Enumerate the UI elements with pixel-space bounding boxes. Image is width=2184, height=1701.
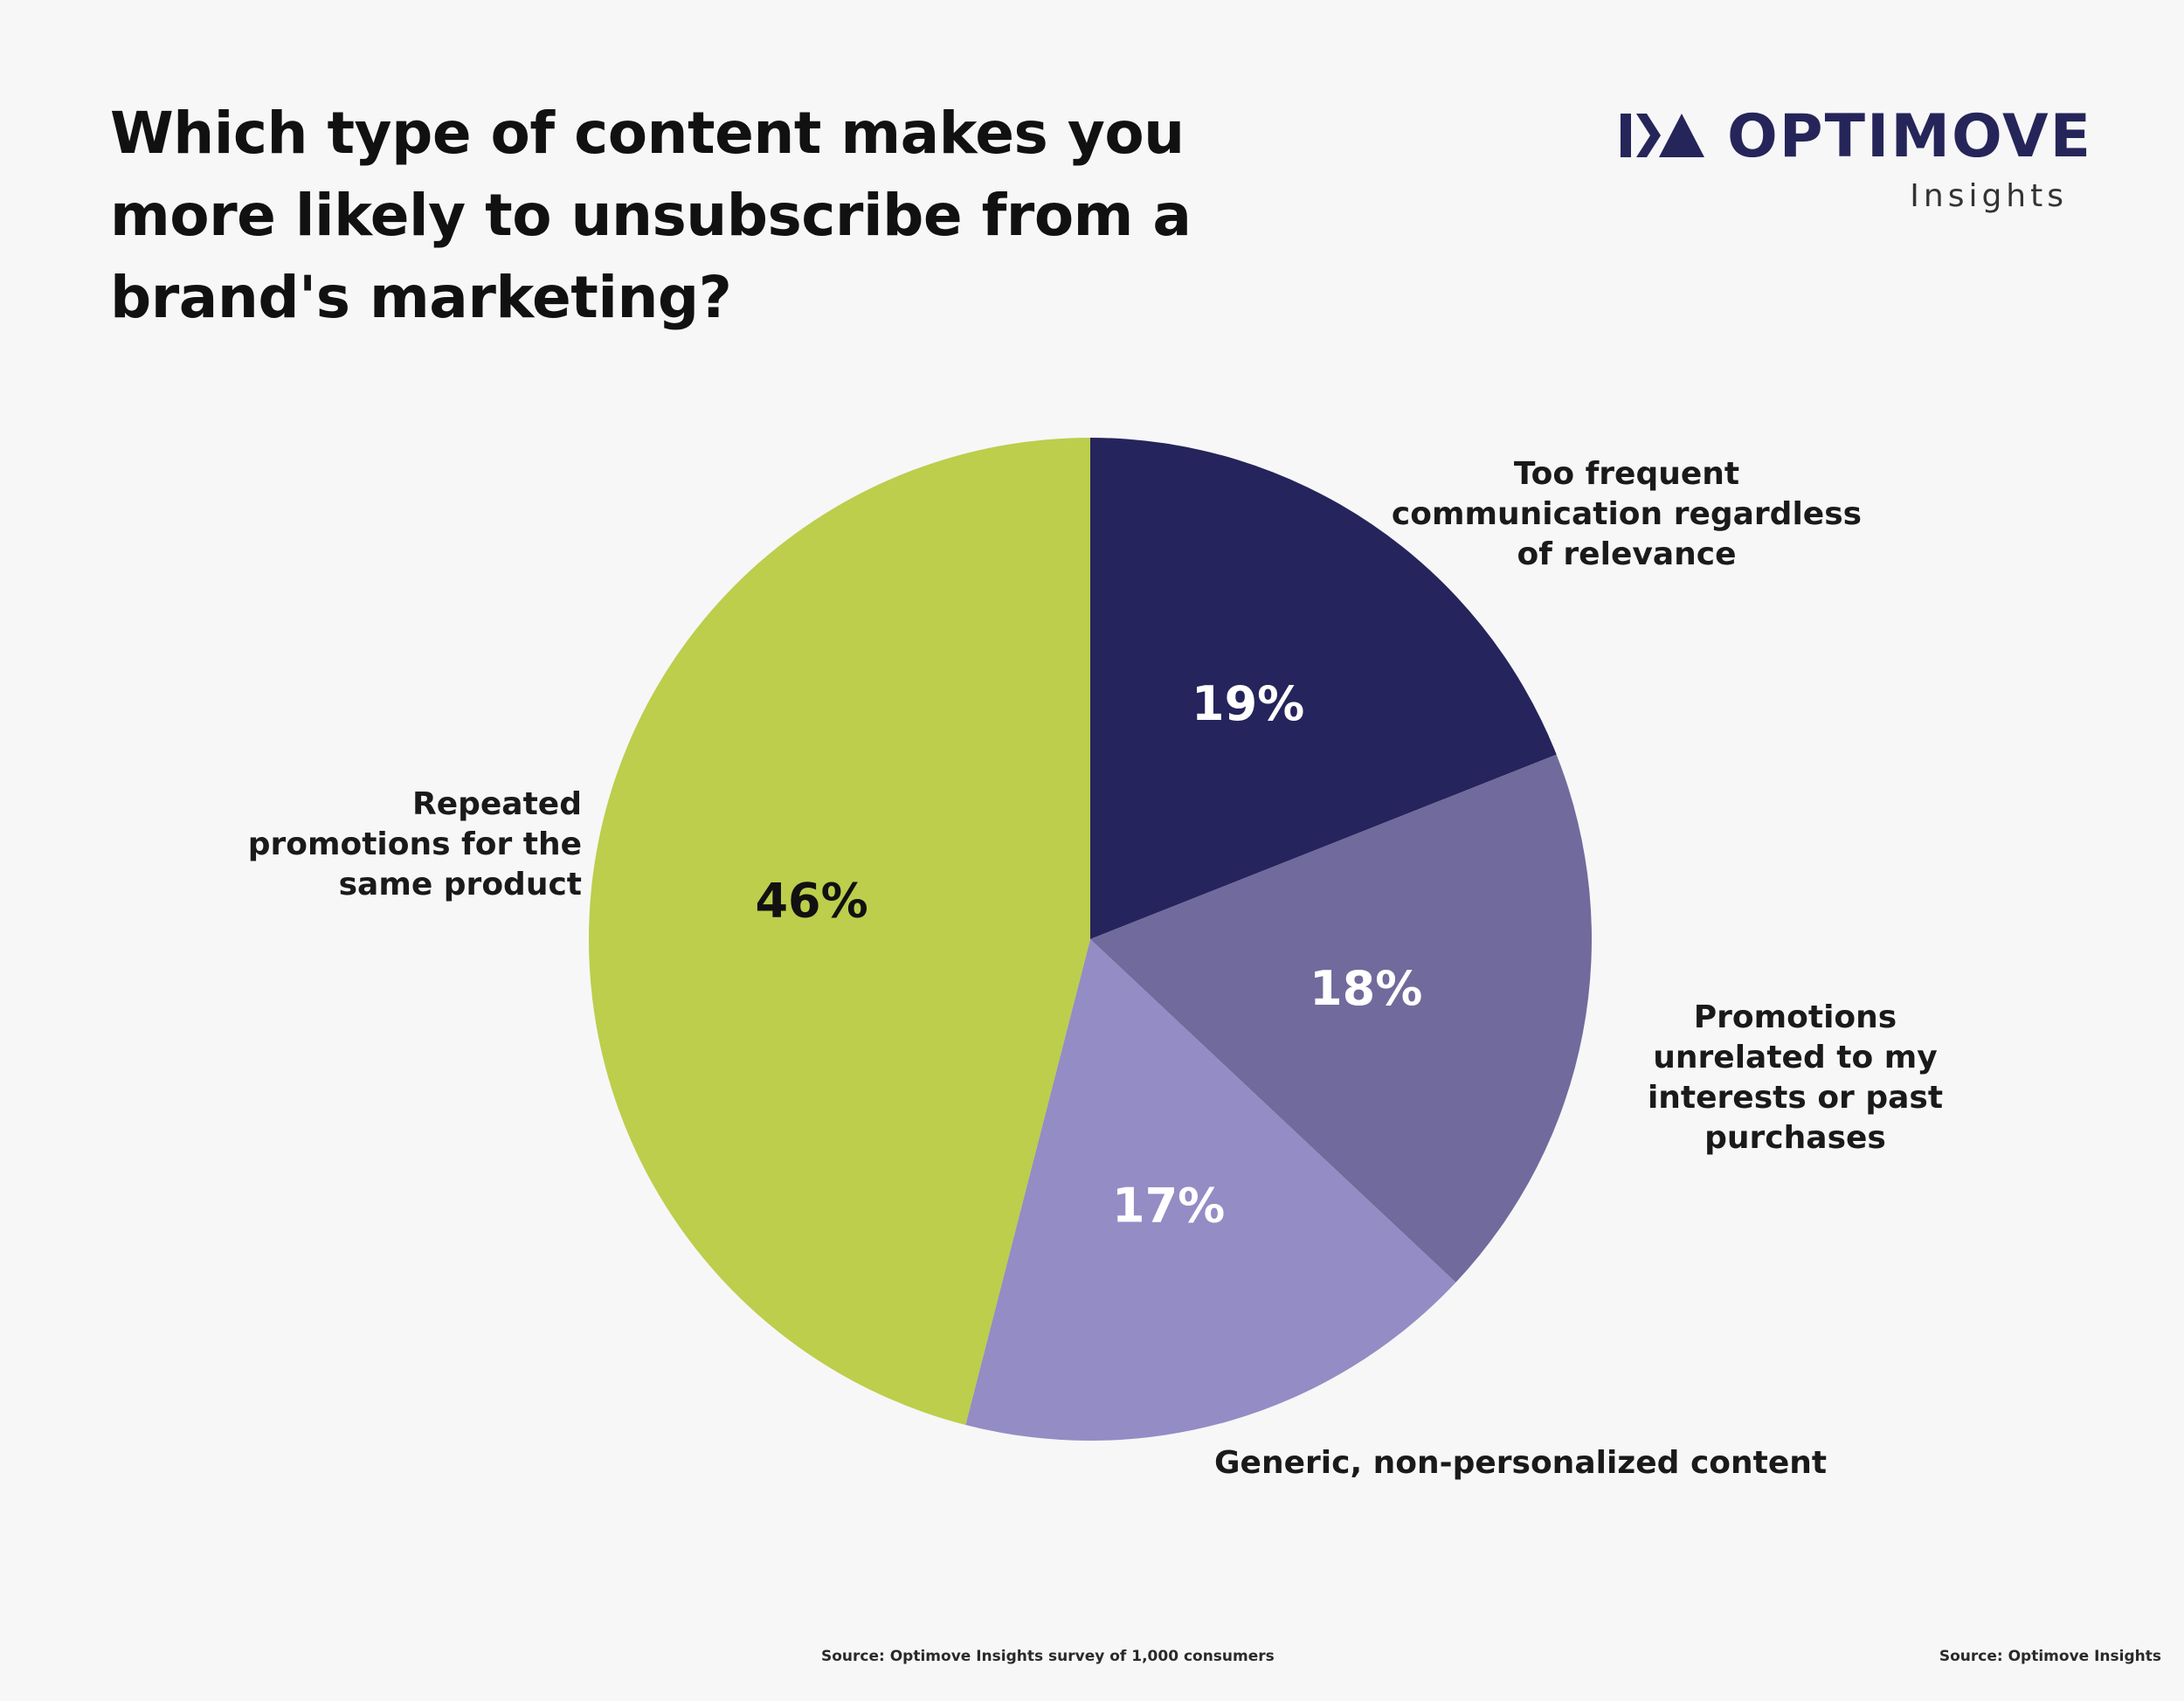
slice-value-too-frequent: 19% (1192, 676, 1304, 731)
slice-label-generic-content: Generic, non-personalized content (1214, 1445, 1828, 1481)
pie-slice-repeated-promotions (588, 438, 1090, 1425)
pie-slice-generic-content (965, 939, 1456, 1441)
pie-slice-unrelated-promotions (1090, 754, 1592, 1283)
brand-subtitle: Insights (1910, 178, 2068, 214)
slice-label-unrelated-promotions: Promotions unrelated to my interests or … (1647, 999, 1944, 1156)
chart-title: Which type of content makes you more lik… (110, 100, 1192, 331)
pie-slices (588, 438, 1592, 1441)
footnote-source: Source: Optimove Insights survey of 1,00… (821, 1648, 1275, 1665)
brand-name: OPTIMOVE (1727, 102, 2093, 171)
slice-label-too-frequent: Too frequent communication regardless of… (1391, 456, 1863, 572)
pie-value-labels: 19% 18% 17% 46% (755, 676, 1422, 1234)
slice-value-unrelated-promotions: 18% (1310, 961, 1422, 1016)
pie-slice-too-frequent (1090, 438, 1557, 939)
slice-value-repeated-promotions: 46% (755, 873, 867, 928)
footnote-brand: Source: Optimove Insights (1939, 1648, 2161, 1665)
brand-logo: OPTIMOVE Insights (1621, 103, 2091, 225)
slice-value-generic-content: 17% (1112, 1178, 1225, 1233)
slice-label-repeated-promotions: Repeated promotions for the same product (247, 786, 582, 902)
optimove-logo-icon (1621, 114, 1704, 157)
